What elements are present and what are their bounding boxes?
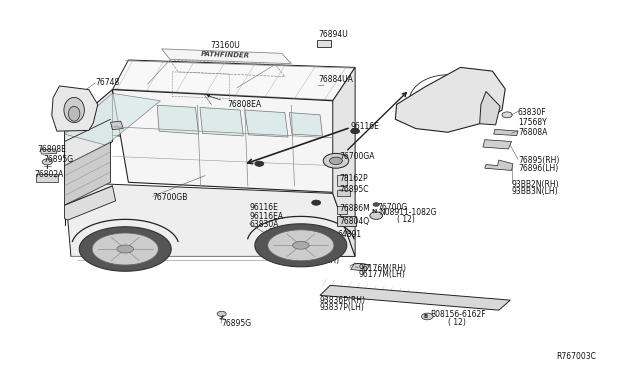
Polygon shape <box>40 149 57 154</box>
Polygon shape <box>111 121 124 130</box>
Text: 76896(LH): 76896(LH) <box>518 164 558 173</box>
Text: R767003C: R767003C <box>556 352 596 361</box>
Circle shape <box>502 112 512 118</box>
Text: B: B <box>423 314 428 319</box>
Text: 93BB3N(LH): 93BB3N(LH) <box>511 187 558 196</box>
Bar <box>316 81 335 90</box>
Bar <box>334 233 355 240</box>
Text: 63830(RH): 63830(RH) <box>300 250 341 259</box>
Circle shape <box>42 159 52 165</box>
Text: 76884UA: 76884UA <box>318 75 353 84</box>
Polygon shape <box>113 60 355 101</box>
Circle shape <box>217 311 226 317</box>
Text: ( 12): ( 12) <box>397 215 415 224</box>
Circle shape <box>255 161 264 166</box>
Circle shape <box>330 157 342 164</box>
Polygon shape <box>333 67 355 256</box>
Text: 63831(LH): 63831(LH) <box>300 256 340 265</box>
Polygon shape <box>162 49 291 64</box>
Polygon shape <box>266 227 300 256</box>
Polygon shape <box>92 233 158 265</box>
Text: 76895G: 76895G <box>43 155 73 164</box>
Text: 76748: 76748 <box>95 78 120 87</box>
Text: 76700G: 76700G <box>378 203 408 212</box>
Text: ( 12): ( 12) <box>448 318 465 327</box>
Text: B08156-6162F: B08156-6162F <box>430 311 486 320</box>
Polygon shape <box>244 110 288 137</box>
Text: N: N <box>372 209 377 214</box>
Polygon shape <box>396 67 505 132</box>
Text: 96177M(LH): 96177M(LH) <box>358 270 405 279</box>
Text: 76700GB: 76700GB <box>153 193 188 202</box>
Bar <box>337 206 347 214</box>
Text: 76895G: 76895G <box>221 320 251 328</box>
Bar <box>337 190 350 196</box>
Polygon shape <box>65 90 218 141</box>
Text: 76808A: 76808A <box>518 128 547 137</box>
Text: 93BB2N(RH): 93BB2N(RH) <box>511 180 559 189</box>
Ellipse shape <box>64 97 84 123</box>
Text: N08911-1082G: N08911-1082G <box>379 208 436 217</box>
Polygon shape <box>65 90 113 182</box>
Text: 76895(RH): 76895(RH) <box>518 155 559 164</box>
Polygon shape <box>493 129 518 136</box>
Text: PATHFINDER: PATHFINDER <box>201 51 250 59</box>
Bar <box>36 174 58 182</box>
Polygon shape <box>320 285 510 310</box>
Polygon shape <box>484 160 513 170</box>
Text: 93837P(LH): 93837P(LH) <box>320 303 365 312</box>
Text: 63830F: 63830F <box>518 108 547 117</box>
Polygon shape <box>65 93 161 145</box>
Polygon shape <box>113 90 355 193</box>
Circle shape <box>312 200 321 205</box>
Polygon shape <box>255 224 347 267</box>
Text: 76808E: 76808E <box>38 145 67 154</box>
Ellipse shape <box>69 191 83 197</box>
Text: 76802A: 76802A <box>34 170 63 179</box>
Bar <box>337 217 356 226</box>
Circle shape <box>373 203 380 206</box>
Polygon shape <box>351 263 370 271</box>
Circle shape <box>422 313 433 320</box>
Text: 76804Q: 76804Q <box>339 217 369 226</box>
Polygon shape <box>117 245 134 253</box>
Bar <box>317 40 332 47</box>
Polygon shape <box>157 105 198 134</box>
Circle shape <box>351 129 360 134</box>
Text: 76808EA: 76808EA <box>227 100 262 109</box>
Ellipse shape <box>77 125 99 136</box>
Polygon shape <box>52 86 98 131</box>
Polygon shape <box>65 186 116 220</box>
Text: 93836P(RH): 93836P(RH) <box>320 296 366 305</box>
Text: 96176M(RH): 96176M(RH) <box>358 264 406 273</box>
Circle shape <box>323 153 349 168</box>
Text: 76886M: 76886M <box>339 204 370 213</box>
Text: 96116E: 96116E <box>250 203 278 212</box>
Text: 64891: 64891 <box>338 230 362 239</box>
Polygon shape <box>479 92 500 125</box>
Circle shape <box>370 212 383 219</box>
Polygon shape <box>65 142 111 205</box>
Text: 76895C: 76895C <box>339 185 369 194</box>
Text: 78162P: 78162P <box>339 174 368 183</box>
Polygon shape <box>289 113 323 136</box>
Text: 96116E: 96116E <box>351 122 380 131</box>
Ellipse shape <box>68 106 80 121</box>
Text: 17568Y: 17568Y <box>518 118 547 127</box>
Text: 63830A: 63830A <box>250 221 279 230</box>
Polygon shape <box>483 140 511 149</box>
Polygon shape <box>79 227 172 271</box>
Polygon shape <box>65 182 355 256</box>
Text: 73160U: 73160U <box>210 41 240 51</box>
Text: 76700GA: 76700GA <box>339 152 374 161</box>
Circle shape <box>276 238 287 244</box>
Polygon shape <box>292 241 309 249</box>
Polygon shape <box>268 230 334 261</box>
Text: 76894U: 76894U <box>318 29 348 39</box>
Text: 96116EA: 96116EA <box>250 212 284 221</box>
Polygon shape <box>200 108 243 136</box>
Bar <box>337 175 348 186</box>
